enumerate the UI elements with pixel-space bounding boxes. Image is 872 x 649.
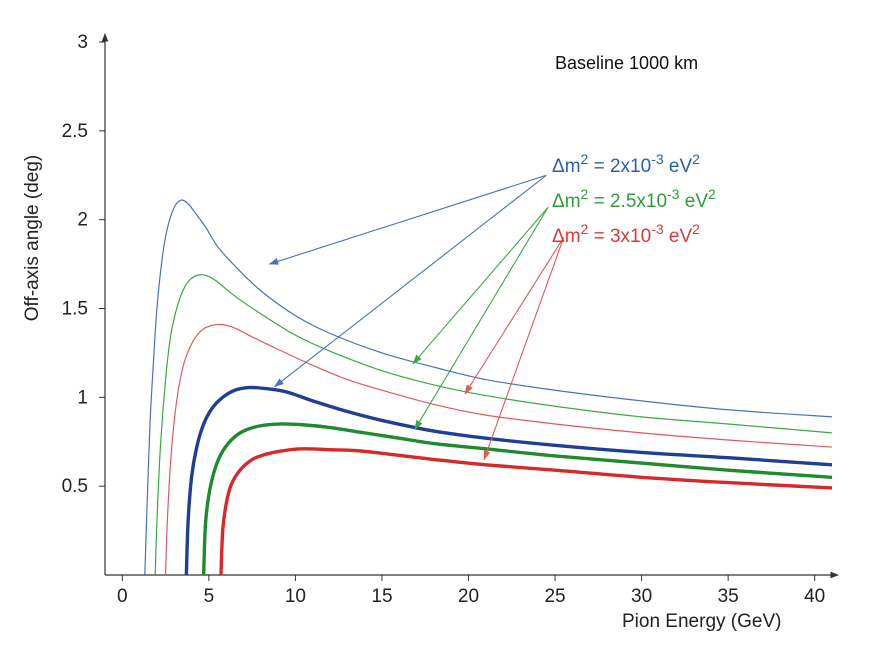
- y-tick-label: 2.5: [62, 121, 88, 142]
- annotation-arrow-3: [412, 206, 549, 365]
- series-line-3: [164, 323, 833, 576]
- x-tick-label: 0: [117, 586, 128, 607]
- series-line-6: [219, 447, 833, 576]
- series-line-1: [144, 199, 833, 576]
- x-tick-label: 10: [285, 586, 306, 607]
- x-tick-label: 35: [718, 586, 739, 607]
- x-tick-label: 25: [544, 586, 565, 607]
- annotation-arrow-1: [268, 174, 547, 265]
- legend: Δm2 = 2x10-3 eV2 Δm2 = 2.5x10-3 eV2 Δm2 = …: [552, 151, 716, 247]
- y-tick-label: 1.5: [62, 299, 88, 320]
- annotation-arrows: [268, 174, 565, 461]
- legend-label-3: Δm2 = 3x10-3 eV2: [552, 221, 700, 247]
- y-tick-label: 1: [77, 387, 88, 408]
- series-line-5: [201, 422, 833, 576]
- annotation-arrow-5: [464, 237, 565, 395]
- legend-label-2: Δm2 = 2.5x10-3 eV2: [552, 186, 716, 212]
- y-tick-label: 2: [77, 210, 88, 231]
- legend-label-1: Δm2 = 2x10-3 eV2: [552, 151, 700, 177]
- annotation-arrow-6: [483, 237, 565, 461]
- y-tick-label: 3: [77, 32, 88, 53]
- x-tick-label: 5: [204, 586, 215, 607]
- series-lines: [144, 199, 833, 576]
- series-line-2: [154, 274, 833, 576]
- annotation-arrow-4: [414, 206, 549, 431]
- x-tick-label: 30: [631, 586, 652, 607]
- annotation-arrow-2: [273, 174, 547, 388]
- axes: 0 5 10 15 20 25 30 35 40 0.5 1 1.5 2 2.5 3: [62, 32, 839, 607]
- baseline-annotation: Baseline 1000 km: [555, 53, 698, 73]
- x-tick-label: 40: [804, 586, 825, 607]
- y-tick-label: 0.5: [62, 476, 88, 497]
- series-line-4: [184, 385, 833, 576]
- x-tick-label: 20: [458, 586, 479, 607]
- x-axis-label: Pion Energy (GeV): [622, 611, 781, 632]
- x-tick-label: 15: [371, 586, 392, 607]
- y-axis-label: Off-axis angle (deg): [22, 155, 43, 322]
